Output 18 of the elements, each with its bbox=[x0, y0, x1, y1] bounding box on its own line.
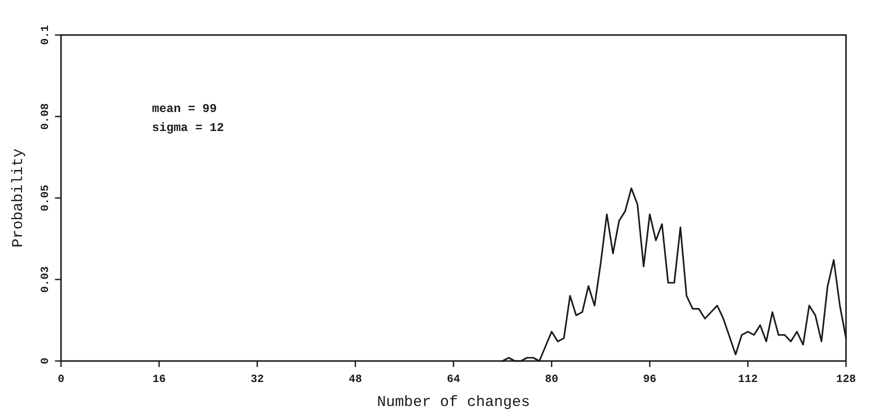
annotation: mean = 99 bbox=[152, 102, 217, 116]
x-tick-label: 32 bbox=[250, 374, 264, 386]
x-tick-label: 0 bbox=[58, 374, 64, 386]
x-tick-label: 80 bbox=[545, 374, 558, 386]
y-tick-label: 0 bbox=[40, 358, 52, 364]
x-tick-label: 64 bbox=[446, 374, 460, 386]
x-tick-label: 112 bbox=[738, 374, 758, 386]
x-tick-label: 128 bbox=[836, 374, 856, 386]
y-tick-label: 0.08 bbox=[40, 102, 52, 130]
x-tick-label: 48 bbox=[348, 374, 362, 386]
y-tick-label: 0.03 bbox=[40, 266, 52, 293]
x-axis-title: Number of changes bbox=[376, 394, 530, 411]
x-tick-label: 16 bbox=[152, 374, 166, 386]
y-tick-label: 0.1 bbox=[40, 24, 52, 45]
y-axis-title: Probability bbox=[10, 148, 27, 248]
x-tick-label: 96 bbox=[643, 374, 656, 386]
y-tick-label: 0.05 bbox=[40, 184, 52, 212]
annotation: sigma = 12 bbox=[152, 121, 224, 135]
